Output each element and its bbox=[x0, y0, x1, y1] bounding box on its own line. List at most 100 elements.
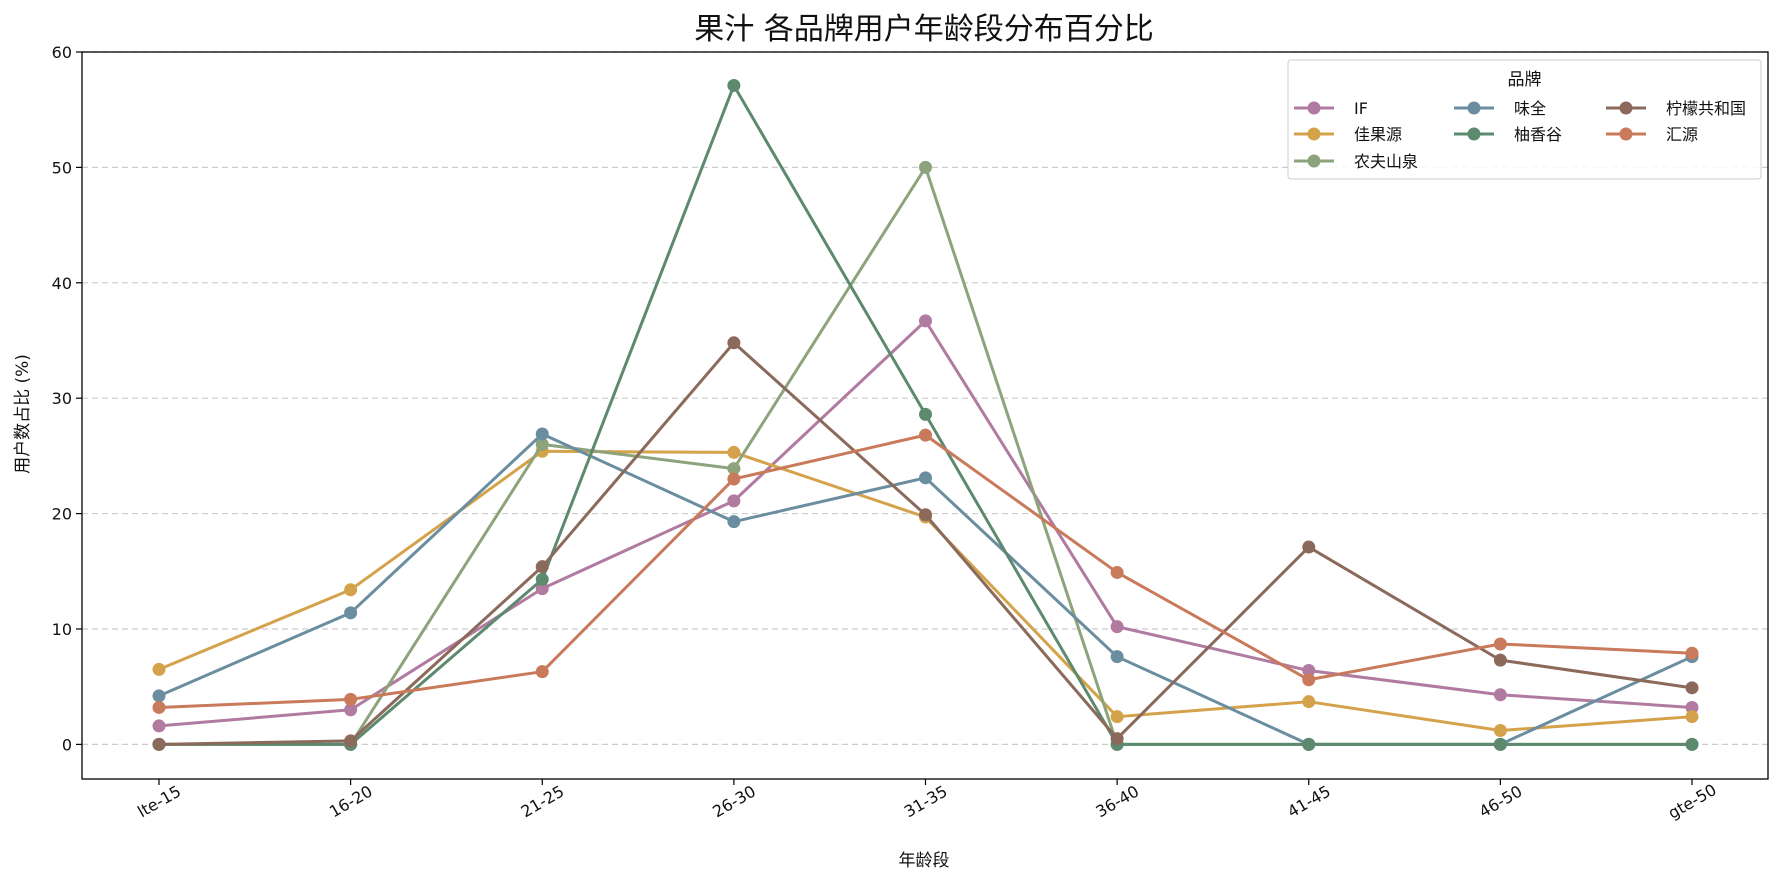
data-point bbox=[1493, 737, 1507, 751]
x-tick-label: 36-40 bbox=[1092, 782, 1142, 822]
data-point bbox=[1685, 700, 1699, 714]
data-point bbox=[727, 445, 741, 459]
y-tick-label: 30 bbox=[52, 389, 72, 408]
data-point bbox=[1302, 695, 1316, 709]
legend-label: IF bbox=[1354, 99, 1368, 118]
legend-item: 味全 bbox=[1454, 99, 1546, 118]
data-point bbox=[1110, 620, 1124, 634]
legend-label: 汇源 bbox=[1666, 125, 1698, 144]
data-point bbox=[1110, 710, 1124, 724]
data-point bbox=[152, 737, 166, 751]
data-point bbox=[344, 734, 358, 748]
data-point bbox=[1302, 664, 1316, 678]
x-tick-label: 16-20 bbox=[326, 782, 376, 822]
data-point bbox=[919, 314, 932, 328]
data-point bbox=[344, 703, 358, 717]
x-tick-label: 46-50 bbox=[1476, 782, 1526, 822]
data-point bbox=[344, 606, 358, 620]
data-point bbox=[1685, 681, 1699, 695]
data-point bbox=[727, 462, 741, 476]
legend-swatch-marker bbox=[1619, 127, 1633, 141]
x-tick-label: gte-50 bbox=[1665, 780, 1720, 823]
data-point bbox=[919, 471, 932, 485]
data-point bbox=[535, 560, 549, 574]
data-point bbox=[1685, 710, 1699, 724]
legend-item: 柠檬共和国 bbox=[1606, 99, 1746, 118]
legend-item: 汇源 bbox=[1606, 125, 1698, 144]
legend-label: 柠檬共和国 bbox=[1666, 99, 1746, 118]
data-point bbox=[919, 160, 932, 174]
legend-box bbox=[1287, 59, 1762, 180]
y-tick-label: 50 bbox=[52, 158, 72, 177]
legend-swatch-marker bbox=[1307, 154, 1321, 168]
y-tick-label: 40 bbox=[52, 274, 72, 293]
legend-swatch-marker bbox=[1619, 101, 1633, 115]
legend-item: IF bbox=[1294, 99, 1368, 118]
legend-swatch-marker bbox=[1467, 101, 1481, 115]
data-point bbox=[535, 582, 549, 596]
data-point bbox=[727, 515, 741, 529]
data-point bbox=[535, 437, 549, 451]
y-tick-label: 0 bbox=[62, 735, 72, 754]
data-point bbox=[152, 689, 166, 703]
legend-title: 品牌 bbox=[1508, 70, 1542, 90]
data-point bbox=[152, 662, 166, 676]
series-0 bbox=[152, 314, 1699, 733]
data-point bbox=[344, 583, 358, 597]
series-5 bbox=[152, 336, 1699, 751]
data-point bbox=[152, 700, 166, 714]
data-point bbox=[1685, 646, 1699, 660]
legend-label: 农夫山泉 bbox=[1354, 152, 1418, 171]
legend-label: 佳果源 bbox=[1354, 125, 1402, 144]
data-point bbox=[1302, 540, 1316, 554]
series-3 bbox=[152, 427, 1699, 751]
y-axis-label: 用户数占比 (%) bbox=[13, 354, 33, 474]
data-point bbox=[1302, 673, 1316, 687]
legend-label: 味全 bbox=[1514, 99, 1546, 118]
x-tick-label: 31-35 bbox=[901, 782, 951, 822]
data-point bbox=[1302, 737, 1316, 751]
data-point bbox=[919, 508, 932, 522]
data-point bbox=[727, 336, 741, 350]
data-point bbox=[152, 719, 166, 733]
data-point bbox=[535, 427, 549, 441]
series-2 bbox=[152, 160, 1699, 751]
data-point bbox=[1493, 653, 1507, 667]
data-point bbox=[1493, 688, 1507, 702]
data-point bbox=[1110, 650, 1124, 664]
legend-swatch-marker bbox=[1467, 127, 1481, 141]
data-point bbox=[1493, 724, 1507, 738]
data-point bbox=[1110, 565, 1124, 579]
chart-title: 果汁 各品牌用户年龄段分布百分比 bbox=[694, 12, 1154, 47]
data-point bbox=[919, 407, 932, 421]
legend-swatch-marker bbox=[1307, 101, 1321, 115]
data-point bbox=[535, 572, 549, 586]
x-axis-label: 年龄段 bbox=[899, 851, 950, 871]
series-layer bbox=[152, 78, 1699, 751]
y-tick-label: 10 bbox=[52, 620, 72, 639]
x-tick-label: 26-30 bbox=[709, 782, 759, 822]
legend-item: 佳果源 bbox=[1294, 125, 1402, 144]
x-tick-label: lte-15 bbox=[134, 782, 184, 822]
y-tick-label: 60 bbox=[52, 43, 72, 62]
data-point bbox=[344, 692, 358, 706]
legend-label: 柚香谷 bbox=[1514, 125, 1562, 144]
legend-swatch-marker bbox=[1307, 127, 1321, 141]
x-tick-label: 41-45 bbox=[1284, 782, 1334, 822]
data-point bbox=[1685, 737, 1699, 751]
legend-item: 农夫山泉 bbox=[1294, 152, 1418, 171]
x-tick-label: 21-25 bbox=[518, 782, 568, 822]
series-line bbox=[159, 165, 1692, 746]
data-point bbox=[919, 428, 932, 442]
data-point bbox=[727, 494, 741, 508]
data-point bbox=[1110, 732, 1124, 746]
series-6 bbox=[152, 428, 1699, 714]
y-tick-label: 20 bbox=[52, 505, 72, 524]
legend-item: 柚香谷 bbox=[1454, 125, 1562, 144]
data-point bbox=[727, 78, 741, 92]
data-point bbox=[535, 665, 549, 679]
data-point bbox=[727, 472, 741, 486]
data-point bbox=[1493, 637, 1507, 651]
